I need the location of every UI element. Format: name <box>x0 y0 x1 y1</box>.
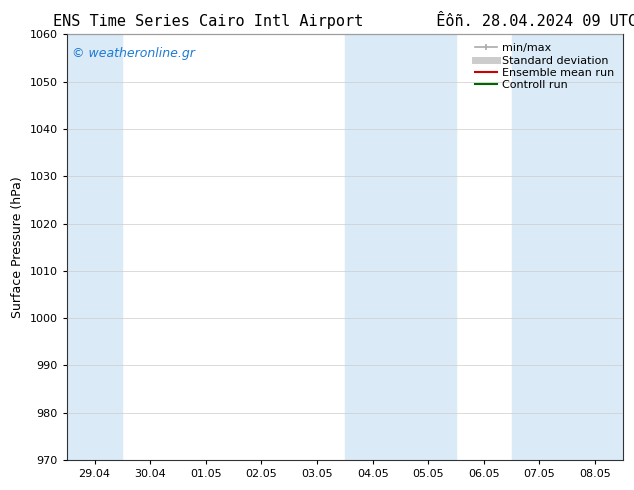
Legend: min/max, Standard deviation, Ensemble mean run, Controll run: min/max, Standard deviation, Ensemble me… <box>472 40 618 93</box>
Bar <box>345 34 401 460</box>
Y-axis label: Surface Pressure (hPa): Surface Pressure (hPa) <box>11 176 24 318</box>
Text: © weatheronline.gr: © weatheronline.gr <box>72 47 195 60</box>
Bar <box>67 34 122 460</box>
Bar <box>401 34 456 460</box>
Bar <box>512 34 567 460</box>
Title: ENS Time Series Cairo Intl Airport        Êôñ. 28.04.2024 09 UTC: ENS Time Series Cairo Intl Airport Êôñ. … <box>53 11 634 29</box>
Bar <box>567 34 623 460</box>
